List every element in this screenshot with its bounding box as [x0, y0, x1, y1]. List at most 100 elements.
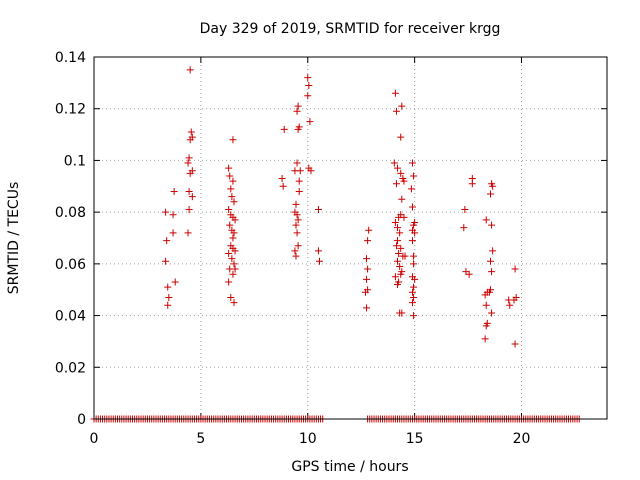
data-point	[316, 257, 324, 265]
data-point	[410, 283, 418, 291]
data-point	[228, 255, 236, 263]
y-tick-label: 0.02	[55, 360, 86, 376]
data-point	[229, 136, 237, 144]
data-point	[230, 299, 238, 307]
data-point	[407, 185, 415, 193]
y-tick-label: 0.08	[55, 205, 86, 221]
data-point	[489, 247, 497, 255]
data-point	[184, 159, 192, 167]
data-point	[391, 218, 399, 226]
data-point	[394, 257, 402, 265]
data-point	[398, 195, 406, 203]
data-point	[185, 154, 193, 162]
data-point	[164, 301, 172, 309]
data-point	[410, 260, 418, 268]
data-point	[304, 74, 312, 82]
data-point	[296, 167, 304, 175]
data-point	[314, 247, 322, 255]
data-point	[294, 242, 302, 250]
data-point	[408, 159, 416, 167]
data-point	[468, 180, 476, 188]
data-point	[510, 296, 518, 304]
data-point	[410, 312, 418, 320]
data-point	[394, 164, 402, 172]
y-axis-label: SRMTID / TECUs	[6, 182, 22, 295]
data-point	[292, 252, 300, 260]
data-point	[361, 288, 369, 296]
data-point	[397, 169, 405, 177]
data-point	[230, 260, 238, 268]
data-point	[229, 177, 237, 185]
data-point	[487, 190, 495, 198]
data-point	[229, 270, 237, 278]
data-point	[293, 159, 301, 167]
data-point	[396, 229, 404, 237]
data-point	[489, 182, 497, 190]
data-point	[162, 257, 170, 265]
data-point	[401, 252, 409, 260]
data-point	[460, 224, 468, 232]
data-point	[225, 278, 233, 286]
data-point	[226, 221, 234, 229]
data-point	[293, 107, 301, 115]
data-point	[226, 172, 234, 180]
data-point	[511, 340, 519, 348]
data-point	[408, 288, 416, 296]
data-point	[231, 247, 239, 255]
data-point	[488, 268, 496, 276]
data-point	[293, 229, 301, 237]
data-point	[225, 206, 233, 214]
data-point	[461, 206, 469, 214]
y-tick-label: 0.14	[55, 50, 86, 66]
data-point	[230, 229, 238, 237]
data-point	[165, 293, 173, 301]
data-point	[170, 187, 178, 195]
data-point	[394, 281, 402, 289]
data-point	[394, 237, 402, 245]
data-point	[482, 301, 490, 309]
data-point	[188, 193, 196, 201]
data-point	[293, 211, 301, 219]
data-point	[391, 273, 399, 281]
data-point	[400, 177, 408, 185]
data-point	[391, 89, 399, 97]
data-point	[294, 102, 302, 110]
data-point	[186, 136, 194, 144]
y-tick-label: 0.04	[55, 309, 86, 325]
data-point	[394, 224, 402, 232]
data-point	[363, 255, 371, 263]
data-point	[398, 102, 406, 110]
data-point	[186, 66, 194, 74]
data-point	[294, 216, 302, 224]
data-point	[225, 250, 233, 258]
data-point	[481, 291, 489, 299]
y-tick-label: 0.12	[55, 102, 86, 118]
data-point	[482, 216, 490, 224]
data-point	[187, 128, 195, 136]
x-tick-label: 10	[299, 431, 317, 447]
data-points	[90, 66, 583, 423]
x-tick-label: 0	[90, 431, 99, 447]
data-point	[291, 247, 299, 255]
data-point	[294, 125, 302, 133]
data-point	[392, 242, 400, 250]
data-point	[410, 172, 418, 180]
data-point	[363, 304, 371, 312]
data-point	[396, 262, 404, 270]
data-point	[400, 213, 408, 221]
x-tick-label: 15	[406, 431, 424, 447]
plot-frame	[93, 56, 608, 420]
data-point	[411, 229, 419, 237]
data-point	[292, 221, 300, 229]
data-point	[295, 187, 303, 195]
data-point	[164, 283, 172, 291]
data-point	[186, 169, 194, 177]
data-point	[411, 275, 419, 283]
data-point	[397, 244, 405, 252]
data-point	[410, 293, 418, 301]
data-point	[185, 187, 193, 195]
data-point	[314, 206, 322, 214]
data-point	[408, 203, 416, 211]
axis-ticks: 0 0.02 0.04 0.06 0.08 0.1 0.12 0.14 0 5 10 15 20	[55, 50, 607, 447]
